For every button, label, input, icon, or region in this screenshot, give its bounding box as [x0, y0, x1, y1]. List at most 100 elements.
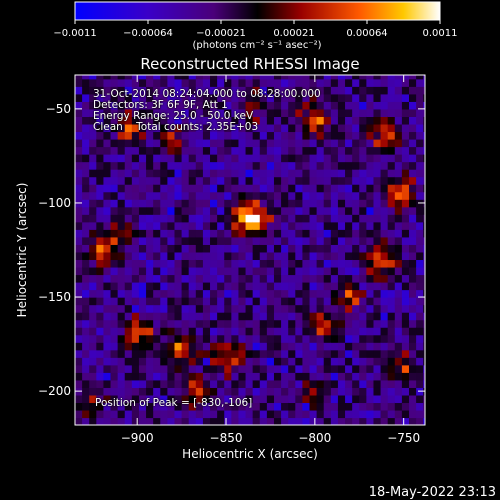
heatmap-cell [89, 75, 97, 80]
heatmap-cell [295, 394, 304, 404]
heatmap-cell [75, 101, 83, 110]
heatmap-cell [96, 251, 105, 261]
heatmap-cell [401, 372, 410, 381]
heatmap-cell [167, 417, 176, 425]
heatmap-cell [288, 146, 296, 155]
heatmap-cell [309, 304, 318, 313]
heatmap-cell [380, 93, 389, 102]
heatmap-cell [146, 176, 154, 185]
heatmap-cell [231, 131, 240, 140]
heatmap-cell [330, 266, 339, 276]
heatmap-cell [138, 229, 147, 238]
heatmap-cell [153, 184, 161, 193]
heatmap-cell [210, 108, 218, 117]
heatmap-cell [153, 93, 161, 102]
heatmap-cell [409, 334, 417, 343]
heatmap-cell [82, 417, 90, 425]
heatmap-cell [146, 206, 154, 215]
heatmap-cell [273, 123, 282, 133]
heatmap-cell [238, 319, 247, 328]
heatmap-cell [316, 176, 325, 185]
heatmap-cell [288, 244, 296, 253]
heatmap-cell [217, 274, 225, 283]
heatmap-cell [316, 327, 325, 336]
heatmap-cell [252, 251, 261, 261]
heatmap-cell [238, 108, 247, 117]
heatmap-cell [252, 101, 261, 110]
heatmap-cell [380, 78, 389, 87]
heatmap-cell [181, 78, 190, 87]
heatmap-cell [330, 372, 339, 381]
heatmap-cell [259, 221, 268, 230]
heatmap-cell [82, 75, 90, 80]
heatmap-cell [160, 379, 168, 388]
heatmap-cell [75, 349, 83, 358]
heatmap-cell [345, 319, 353, 328]
heatmap-cell [153, 417, 161, 425]
heatmap-cell [89, 342, 97, 351]
heatmap-cell [416, 78, 424, 87]
heatmap-cell [89, 297, 97, 306]
heatmap-cell [295, 161, 304, 170]
heatmap-cell [160, 191, 168, 200]
heatmap-cell [394, 259, 403, 268]
heatmap-cell [259, 184, 268, 193]
heatmap-cell [309, 259, 318, 268]
heatmap-cell [202, 191, 211, 200]
heatmap-cell [103, 402, 112, 411]
heatmap-cell [302, 342, 311, 351]
heatmap-cell [295, 184, 304, 193]
heatmap-cell [202, 93, 211, 102]
heatmap-cell [174, 199, 183, 208]
heatmap-cell [266, 342, 275, 351]
heatmap-cell [167, 154, 176, 163]
heatmap-cell [273, 327, 282, 336]
heatmap-cell [75, 214, 83, 223]
heatmap-cell [138, 199, 147, 208]
heatmap-cell [330, 123, 339, 133]
heatmap-cell [188, 409, 197, 419]
heatmap-cell [160, 236, 168, 245]
heatmap-cell [146, 387, 154, 396]
heatmap-cell [330, 334, 339, 343]
heatmap-cell [174, 409, 183, 419]
heatmap-cell [146, 86, 154, 95]
heatmap-cell [387, 221, 396, 230]
heatmap-cell [409, 274, 417, 283]
heatmap-cell [252, 327, 261, 336]
heatmap-cell [96, 379, 105, 388]
heatmap-cell [309, 199, 318, 208]
heatmap-cell [82, 221, 90, 230]
heatmap-cell [281, 116, 289, 125]
heatmap-cell [302, 289, 311, 298]
info-detectors: Detectors: 3F 6F 9F, Att 1 [93, 99, 228, 111]
heatmap-cell [231, 342, 240, 351]
heatmap-cell [75, 297, 83, 306]
heatmap-cell [138, 184, 147, 193]
heatmap-cell [295, 251, 304, 261]
heatmap-cell [75, 75, 83, 80]
heatmap-cell [238, 93, 247, 102]
heatmap-cell [352, 289, 360, 298]
heatmap-cell [195, 402, 204, 411]
heatmap-cell [89, 108, 97, 117]
heatmap-cell [210, 259, 218, 268]
heatmap-cell [138, 214, 147, 223]
heatmap-cell [238, 154, 247, 163]
heatmap-cell [202, 349, 211, 358]
heatmap-cell [288, 123, 296, 133]
heatmap-cell [273, 259, 282, 268]
heatmap-cell [82, 108, 90, 117]
heatmap-cell [295, 123, 304, 133]
heatmap-cell [75, 417, 83, 425]
heatmap-cell [337, 409, 346, 419]
heatmap-cell [231, 289, 240, 298]
heatmap-cell [366, 123, 375, 133]
heatmap-cell [195, 206, 204, 215]
heatmap-cell [295, 154, 304, 163]
heatmap-cell [167, 274, 176, 283]
heatmap-cell [124, 289, 133, 298]
heatmap-cell [174, 417, 183, 425]
heatmap-cell [359, 176, 367, 185]
heatmap-cell [188, 191, 197, 200]
